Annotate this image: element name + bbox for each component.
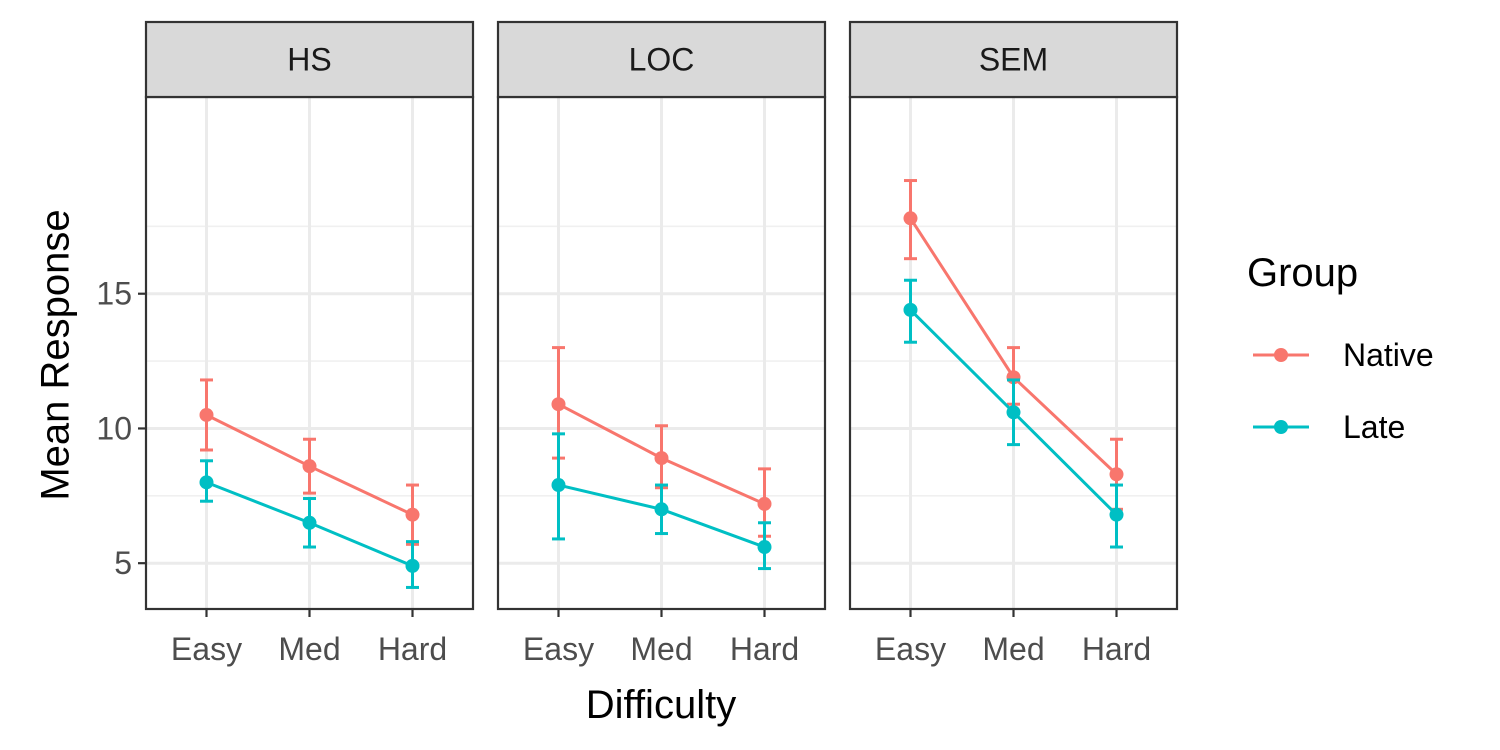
- data-point: [654, 502, 669, 517]
- data-point: [903, 211, 918, 226]
- facet-label: SEM: [979, 42, 1048, 78]
- data-point: [1109, 467, 1124, 482]
- data-point: [1006, 405, 1021, 420]
- legend-label: Native: [1343, 337, 1434, 373]
- x-tick-label: Easy: [171, 631, 242, 667]
- data-point: [551, 478, 566, 493]
- x-axis-title: Difficulty: [586, 683, 736, 727]
- series-native: [199, 378, 420, 546]
- facet-label: HS: [287, 42, 331, 78]
- legend-entry-native: Native: [1253, 337, 1434, 373]
- panels: HS Easy Med Hard LOC Easy Med Hard SEM Easy Med Har…: [144, 20, 1179, 667]
- legend-title: Group: [1247, 251, 1358, 295]
- legend-key-point: [1274, 348, 1288, 362]
- y-axis: 5 10 15: [96, 276, 146, 581]
- data-point: [302, 459, 317, 474]
- y-axis-title: Mean Response: [34, 209, 78, 500]
- legend-label: Late: [1343, 409, 1405, 445]
- y-tick-label: 15: [96, 276, 132, 312]
- x-tick-label: Hard: [378, 631, 447, 667]
- legend-key-point: [1274, 420, 1288, 434]
- series-late: [903, 278, 1124, 549]
- data-point: [302, 515, 317, 530]
- x-tick-label: Easy: [523, 631, 594, 667]
- x-tick-label: Med: [630, 631, 692, 667]
- data-point: [199, 475, 214, 490]
- facet-label: LOC: [629, 42, 695, 78]
- y-tick-label: 5: [114, 545, 132, 581]
- x-tick-label: Hard: [730, 631, 799, 667]
- y-tick-label: 10: [96, 410, 132, 446]
- data-point: [757, 496, 772, 511]
- panel-sem: SEM Easy Med Hard: [848, 20, 1179, 667]
- data-point: [903, 302, 918, 317]
- series-late: [199, 459, 420, 589]
- x-tick-label: Med: [982, 631, 1044, 667]
- panel-loc: LOC Easy Med Hard: [496, 20, 827, 667]
- x-tick-label: Med: [278, 631, 340, 667]
- data-point: [1109, 507, 1124, 522]
- legend: Group Native Late: [1247, 251, 1434, 445]
- x-tick-label: Easy: [875, 631, 946, 667]
- x-tick-label: Hard: [1082, 631, 1151, 667]
- data-point: [405, 558, 420, 573]
- facet-strip: [496, 20, 827, 99]
- data-point: [654, 451, 669, 466]
- data-point: [551, 397, 566, 412]
- data-point: [757, 540, 772, 555]
- facet-strip: [144, 20, 475, 99]
- data-point: [199, 407, 214, 422]
- data-point: [405, 507, 420, 522]
- panel-hs: HS Easy Med Hard: [144, 20, 475, 667]
- legend-entry-late: Late: [1253, 409, 1405, 445]
- facet-strip: [848, 20, 1179, 99]
- series-late: [551, 432, 772, 571]
